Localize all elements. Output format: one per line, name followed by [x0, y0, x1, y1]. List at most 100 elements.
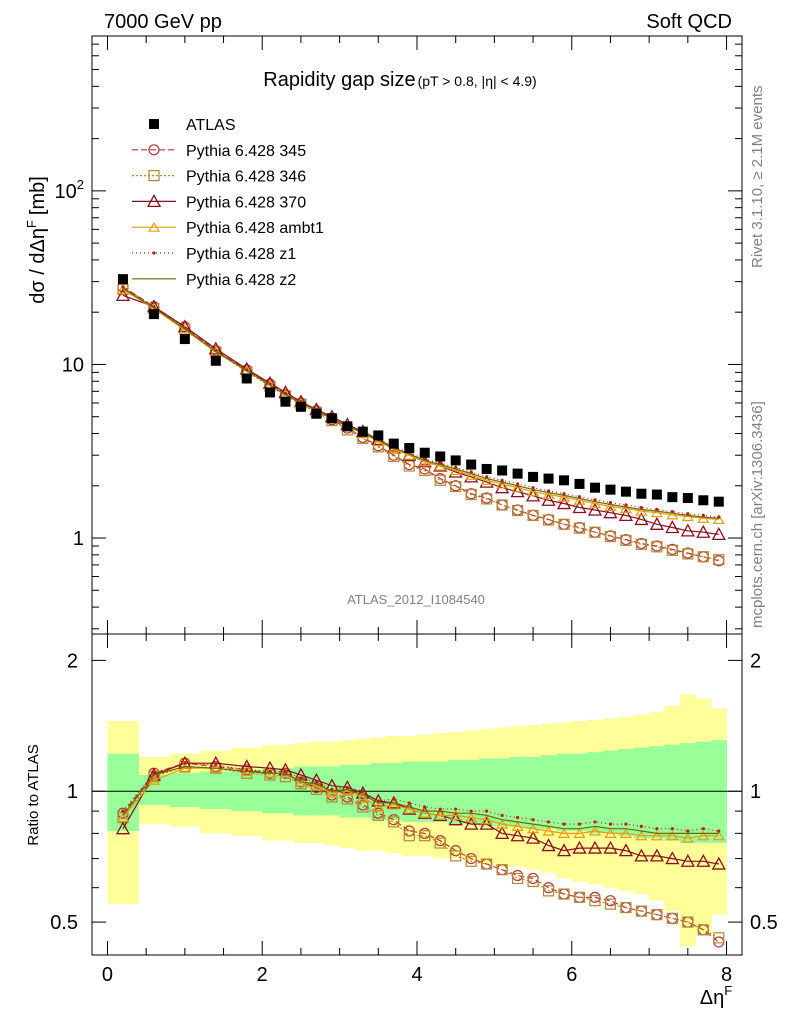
atlas-data-point [528, 471, 539, 482]
series-1-line [122, 289, 719, 561]
ratio-series-4-point [245, 768, 249, 772]
series-4-point [655, 507, 659, 512]
ratio-series-4-point [121, 809, 125, 813]
ratio-series-4-point [407, 801, 411, 805]
legend-label: Pythia 6.428 346 [186, 169, 306, 186]
atlas-data-point [512, 468, 523, 479]
ratio-series-3-point [341, 786, 354, 796]
series-1-point [511, 504, 524, 517]
series-1-point [589, 526, 601, 538]
ratio-series-4-point [531, 818, 535, 822]
ratio-series-2-point [572, 840, 587, 854]
atlas-data-point [357, 426, 368, 437]
atlas-data-point [326, 413, 337, 424]
series-1-point [697, 551, 709, 563]
x-axis-label: ΔηF [700, 983, 732, 1009]
series-4-line [122, 286, 719, 518]
series-0-line [122, 286, 719, 562]
series-4-point [121, 285, 125, 289]
series-1-point [620, 534, 632, 546]
series-3-point [650, 507, 663, 518]
series-1-point [403, 460, 415, 472]
ratio-series-4-point [314, 780, 319, 784]
rivet-version-label: Rivet 3.1.10, ≥ 2.1M events [749, 86, 766, 269]
main-plot-area [115, 274, 726, 567]
atlas-data-point [713, 496, 724, 507]
x-tick-label: 8 [721, 964, 732, 986]
mcplots-source-label: mcplots.cern.ch [arXiv:1306.3436] [749, 401, 766, 628]
ratio-series-4-point [562, 822, 566, 826]
legend-label: Pythia 6.428 ambt1 [186, 220, 324, 237]
series-4-point [577, 495, 582, 499]
error-band-inner [571, 753, 588, 832]
legend-marker [148, 170, 160, 182]
series-5-line [122, 287, 719, 519]
main-axis-ticks: 1 10 102 [55, 36, 742, 634]
error-band-inner [525, 756, 542, 829]
series-4-point [639, 505, 644, 510]
series-4-point [670, 509, 674, 514]
ratio-series-1-point [651, 909, 663, 921]
error-band-inner [649, 746, 666, 839]
ratio-series-3-point [681, 833, 694, 843]
ratio-series-1-point [372, 809, 384, 821]
ratio-series-4-point [670, 827, 674, 831]
ratio-series-4-point [361, 789, 365, 793]
atlas-data-point [435, 451, 446, 462]
ratio-series-3-point [434, 810, 447, 820]
ratio-series-1-point [481, 858, 493, 870]
series-3-point [496, 478, 509, 489]
error-band-inner [447, 759, 464, 825]
series-3-point [666, 509, 679, 520]
ratio-series-3-point [116, 812, 130, 823]
ratio-series-1-point [496, 864, 508, 876]
atlas-data-point [148, 309, 159, 320]
series-4-point [500, 478, 504, 482]
ratio-series-3-point [496, 819, 509, 829]
ratio-series-1-point [589, 895, 601, 907]
error-band-inner [556, 753, 573, 832]
legend-marker [146, 194, 162, 208]
ratio-series-3-point [588, 825, 602, 836]
ratio-series-1-point [604, 898, 617, 910]
ratio-series-2-point [556, 843, 572, 857]
ratio-series-4-point [345, 785, 349, 790]
series-1-point [388, 450, 400, 463]
ratio-series-3-point [356, 791, 369, 802]
legend-marker [149, 119, 159, 129]
series-4-point [485, 475, 489, 479]
series-3-point [712, 514, 725, 525]
ratio-series-2-point [340, 780, 355, 794]
atlas-data-point [543, 473, 554, 484]
error-band-inner [494, 758, 511, 827]
ratio-series-4-point [639, 824, 644, 829]
error-band-inner [432, 761, 449, 822]
ratio-y-tick-label: 0.5 [50, 912, 78, 934]
legend-label: Pythia 6.428 345 [186, 143, 306, 160]
ratio-series-4-point [608, 822, 613, 826]
series-3-point [178, 324, 191, 335]
ratio-series-4-point [423, 805, 427, 809]
header-left: 7000 GeV pp [104, 11, 222, 33]
ratio-series-1-point [465, 855, 477, 867]
ratio-series-2-point [603, 840, 618, 854]
atlas-data-point [210, 355, 221, 366]
ratio-series-1-point [388, 816, 400, 828]
ratio-series-3-point [403, 803, 416, 814]
series-4-point [546, 489, 551, 493]
ratio-series-3-point [449, 810, 462, 820]
legend-marker [148, 144, 160, 156]
atlas-data-point [404, 443, 415, 454]
ratio-series-1-point [341, 793, 353, 805]
ratio-series-1-point [573, 891, 586, 903]
ratio-series-4-point [183, 761, 187, 765]
y-tick-label: 102 [55, 177, 84, 203]
series-3-point [635, 505, 648, 516]
atlas-data-point [589, 482, 600, 493]
series-1-point [558, 518, 570, 530]
error-band-inner [618, 749, 635, 836]
ratio-series-2-point [525, 830, 541, 844]
series-2-point [495, 480, 510, 494]
ratio-series-2-point [278, 762, 293, 776]
ratio-series-3-point [573, 828, 586, 838]
